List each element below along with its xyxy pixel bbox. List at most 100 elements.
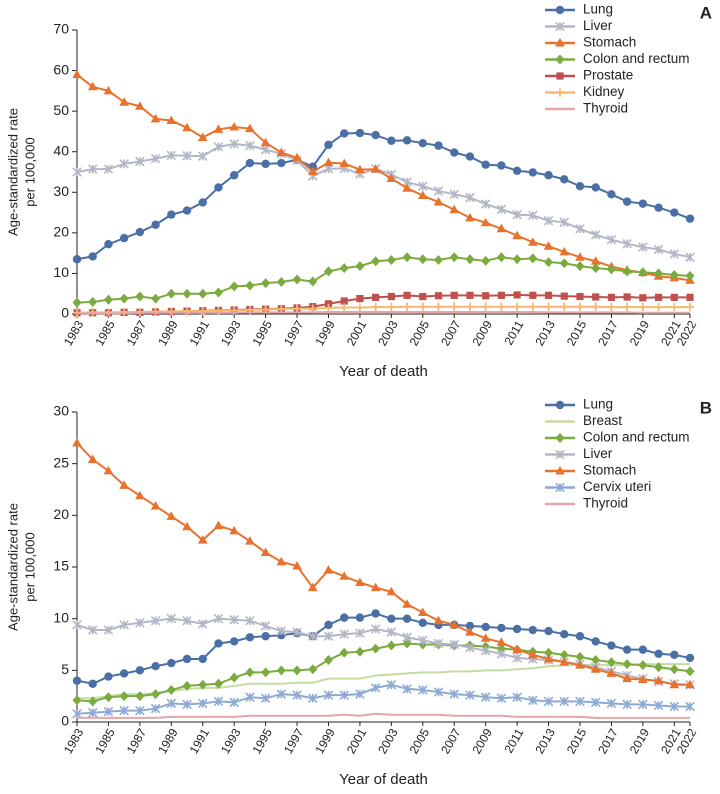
marker [497,161,506,170]
marker [229,697,239,708]
marker [512,653,522,663]
marker [292,627,302,637]
marker [72,676,82,685]
marker [591,637,600,646]
marker [481,160,490,169]
x-tick-label: 2013 [532,318,558,348]
marker [213,613,224,624]
marker [590,256,601,265]
marker [276,665,286,676]
marker [339,263,349,274]
y-tick-label: 70 [53,21,69,37]
x-tick-label: 2019 [627,726,653,756]
x-axis-label: Year of death [339,363,428,380]
marker [229,139,239,149]
marker [355,261,365,272]
x-tick-label: 1983 [61,726,87,756]
x-tick-label: 1991 [187,726,213,756]
marker [197,535,208,544]
marker [229,614,239,625]
marker [386,627,397,637]
marker [103,692,113,703]
marker [497,623,506,633]
marker [638,199,648,208]
y-tick-label: 20 [53,224,69,240]
marker [150,615,161,626]
marker [229,281,239,292]
marker [150,703,161,714]
marker [670,302,679,312]
marker [197,698,208,709]
marker [555,400,565,410]
y-tick-label: 5 [61,661,69,677]
marker [622,673,632,683]
marker [465,302,475,311]
marker [292,665,302,676]
marker [135,618,145,628]
marker [182,122,192,132]
marker [528,237,538,246]
marker [433,186,444,196]
marker [135,227,145,237]
marker [355,628,365,638]
x-tick-label: 1993 [218,726,244,756]
marker [622,645,632,654]
marker [622,266,632,277]
marker [560,629,569,639]
x-tick-label: 1997 [281,318,307,348]
marker [450,291,458,299]
marker [182,151,192,161]
marker [339,158,350,167]
marker [528,625,538,635]
x-tick-label: 1999 [312,726,338,756]
y-axis-label: Age-standardized rate [5,108,20,236]
marker [103,706,114,717]
marker [167,307,176,316]
marker [386,586,397,596]
marker [512,624,522,634]
marker [417,190,428,200]
x-tick-label: 2019 [627,318,653,348]
marker [213,287,223,298]
marker [323,565,334,574]
marker [622,239,632,249]
marker [166,115,177,124]
marker [513,291,521,299]
legend-label: Lung [583,2,613,17]
marker [402,302,412,311]
marker [371,609,380,618]
marker [402,638,412,649]
marker [512,692,522,702]
marker [166,288,176,299]
series-line [76,642,691,703]
marker [87,81,98,91]
marker [669,664,679,675]
marker [669,701,680,712]
marker [386,640,396,651]
x-tick-label: 1999 [312,318,338,348]
y-tick-label: 60 [53,61,69,77]
marker [324,140,333,150]
marker [592,293,600,301]
marker [559,657,570,666]
marker [638,242,648,252]
marker [182,680,192,691]
marker [402,599,412,608]
legend-label: Stomach [583,35,636,50]
marker [607,302,616,312]
marker [529,291,537,299]
marker [590,664,601,673]
marker [370,683,381,693]
marker [386,255,396,266]
y-tick-label: 20 [53,506,69,522]
marker [119,293,129,304]
marker [449,252,459,263]
marker [386,680,397,690]
marker [135,101,145,110]
marker [182,288,192,299]
marker [559,696,570,707]
marker [261,278,271,289]
y-tick-label: 30 [53,403,69,419]
x-tick-label: 1985 [92,318,118,348]
legend-label: Liver [583,446,613,461]
